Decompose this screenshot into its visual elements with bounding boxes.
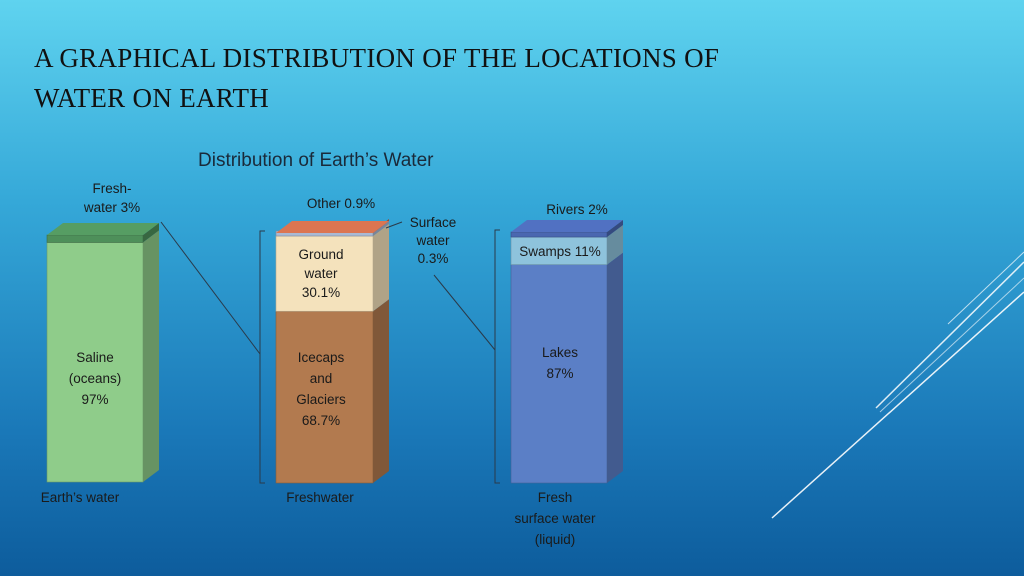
bar-segment-icecaps-and-glaciers — [275, 310, 374, 484]
bar-top-1 — [276, 221, 389, 233]
bar-segment-ground-water — [275, 235, 374, 312]
bar-segment-lakes — [510, 264, 608, 484]
segment-label-icecaps-and-glaciers: Icecaps and Glaciers 68.7% — [296, 350, 346, 428]
bar-side-rivers — [607, 220, 623, 238]
bar-segment-swamps — [510, 236, 608, 265]
bracket-2 — [494, 229, 500, 484]
bar-top-2 — [511, 220, 623, 232]
bar-segment-rivers — [510, 231, 608, 238]
bar-side-swamps — [607, 225, 623, 265]
pointer-surface-water — [385, 221, 403, 229]
segment-label-freshwater: Fresh-water 3% — [83, 181, 140, 215]
bracket-1 — [259, 230, 265, 484]
segment-label-ground-water: Ground water 30.1% — [298, 247, 343, 300]
bar-segment-freshwater — [46, 234, 144, 243]
segment-label-lakes: Lakes 87% — [542, 345, 578, 381]
connector-freshwater — [160, 221, 261, 355]
segment-label-rivers: Rivers 2% — [546, 202, 608, 217]
bar-side-ground-water — [373, 224, 389, 312]
category-label-fresh-surface-water-liquid: Fresh surface water (liquid) — [514, 490, 596, 547]
category-label-freshwater: Freshwater — [286, 490, 354, 505]
segment-label-saline: Saline (oceans) 97% — [69, 350, 122, 407]
connector-surface-water — [433, 274, 496, 351]
segment-label-swamps: Swamps 11% — [519, 244, 601, 259]
segment-label-other: Other 0.9% — [307, 196, 375, 211]
slide-title: A GRAPHICAL DISTRIBUTION OF THE LOCATION… — [34, 38, 854, 118]
bar-side-saline-oceans — [143, 230, 159, 482]
category-label-earth-s-water: Earth’s water — [41, 490, 120, 505]
bar-top-0 — [47, 223, 159, 235]
segment-label-surface-water: Surface water 0.3% — [410, 215, 457, 266]
slide-title-line-2: WATER ON EARTH — [34, 83, 270, 113]
bar-side-freshwater — [143, 223, 159, 243]
bar-side-lakes — [607, 252, 623, 483]
chart-title: Distribution of Earth’s Water — [198, 150, 434, 171]
bar-side-icecaps-and-glaciers — [373, 299, 389, 483]
slide-title-line-1: A GRAPHICAL DISTRIBUTION OF THE LOCATION… — [34, 43, 720, 73]
